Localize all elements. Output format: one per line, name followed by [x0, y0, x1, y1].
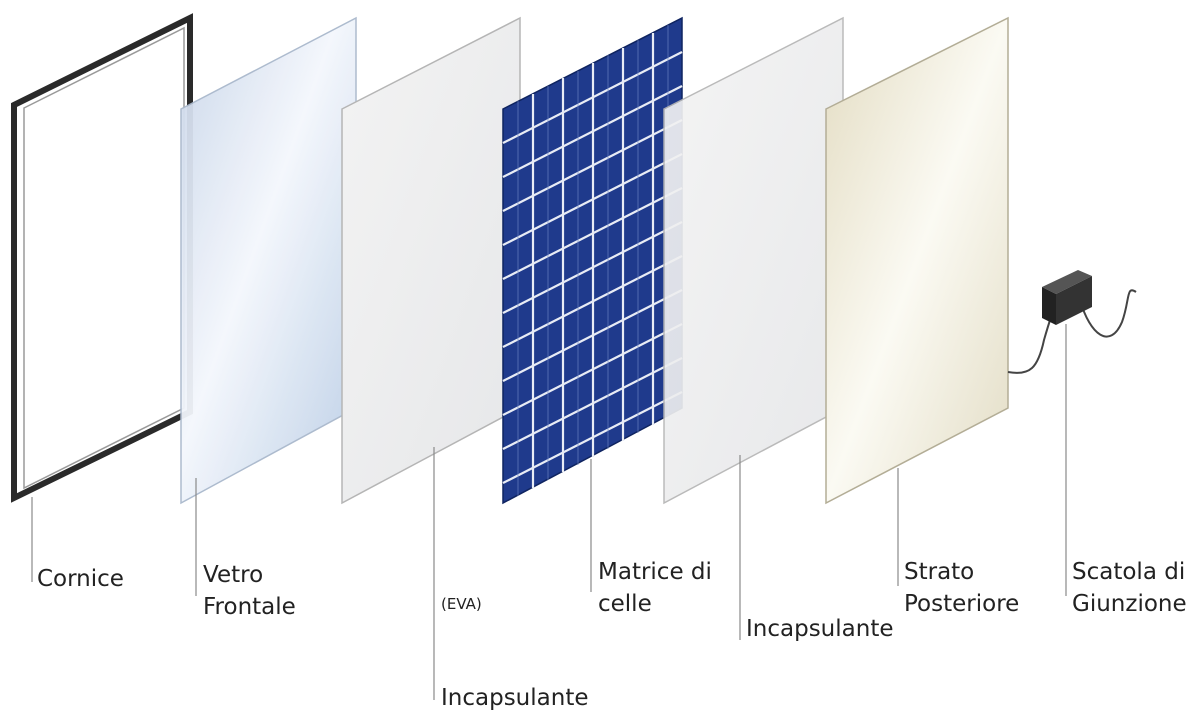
incapsulante-eva-layer: [341, 16, 521, 505]
cornice-layer: [11, 13, 193, 503]
label-scatola-line2: Giunzione: [1072, 591, 1187, 617]
incapsulante-layer: [663, 16, 844, 505]
label-vetro-line1: Vetro: [203, 562, 264, 588]
label-cornice: Cornice: [37, 563, 124, 595]
label-eva-note-text: (EVA): [441, 595, 482, 613]
label-incapsulante-eva: Incapsulante: [441, 682, 589, 714]
label-vetro-frontale: Vetro Frontale: [203, 559, 296, 623]
label-matrice-celle: Matrice di celle: [598, 556, 712, 620]
label-incapsulante: Incapsulante: [746, 613, 894, 645]
label-strato-line1: Strato: [904, 559, 975, 585]
label-matrice-line1: Matrice di: [598, 559, 712, 585]
label-strato-line2: Posteriore: [904, 591, 1020, 617]
label-cornice-text: Cornice: [37, 566, 124, 592]
label-eva-note: (EVA): [441, 594, 482, 614]
matrice-celle-layer: [502, 16, 683, 505]
label-scatola-giunzione: Scatola di Giunzione: [1072, 556, 1187, 620]
label-matrice-line2: celle: [598, 591, 652, 617]
label-strato-posteriore: Strato Posteriore: [904, 556, 1019, 620]
label-incapsulante-text: Incapsulante: [746, 616, 894, 642]
strato-posteriore-layer: [825, 16, 1009, 505]
scatola-giunzione-layer: [1007, 270, 1137, 374]
label-vetro-line2: Frontale: [203, 594, 296, 620]
label-incapsulante-eva-text: Incapsulante: [441, 685, 589, 711]
label-scatola-line1: Scatola di: [1072, 559, 1186, 585]
leader-lines: [31, 324, 1067, 700]
vetro-frontale-layer: [180, 16, 357, 505]
